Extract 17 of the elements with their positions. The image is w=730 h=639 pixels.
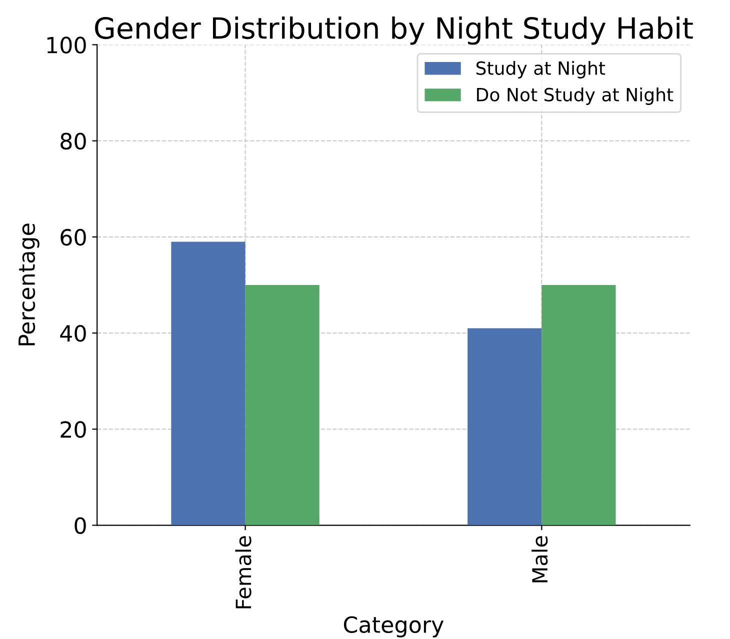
bar [468,328,542,526]
x-tick-label: Male [532,536,548,582]
x-tick-label: Female [235,536,252,608]
bar [171,242,246,526]
chart-title: Gender Distribution by Night Study Habit [95,16,693,45]
y-axis-title: Percentage [18,224,40,346]
x-axis-title: Category [344,616,444,638]
y-tick-label: 40 [60,324,86,342]
y-tick-label: 60 [60,228,86,246]
y-tick-label: 20 [60,421,86,438]
legend-label: Do Not Study at Night [477,87,674,105]
legend-label: Study at Night [476,60,606,78]
bar [542,284,616,526]
y-tick-label: 0 [74,517,86,534]
y-tick-label: 100 [47,36,86,54]
y-tick-label: 80 [60,132,86,150]
bar [245,284,320,526]
